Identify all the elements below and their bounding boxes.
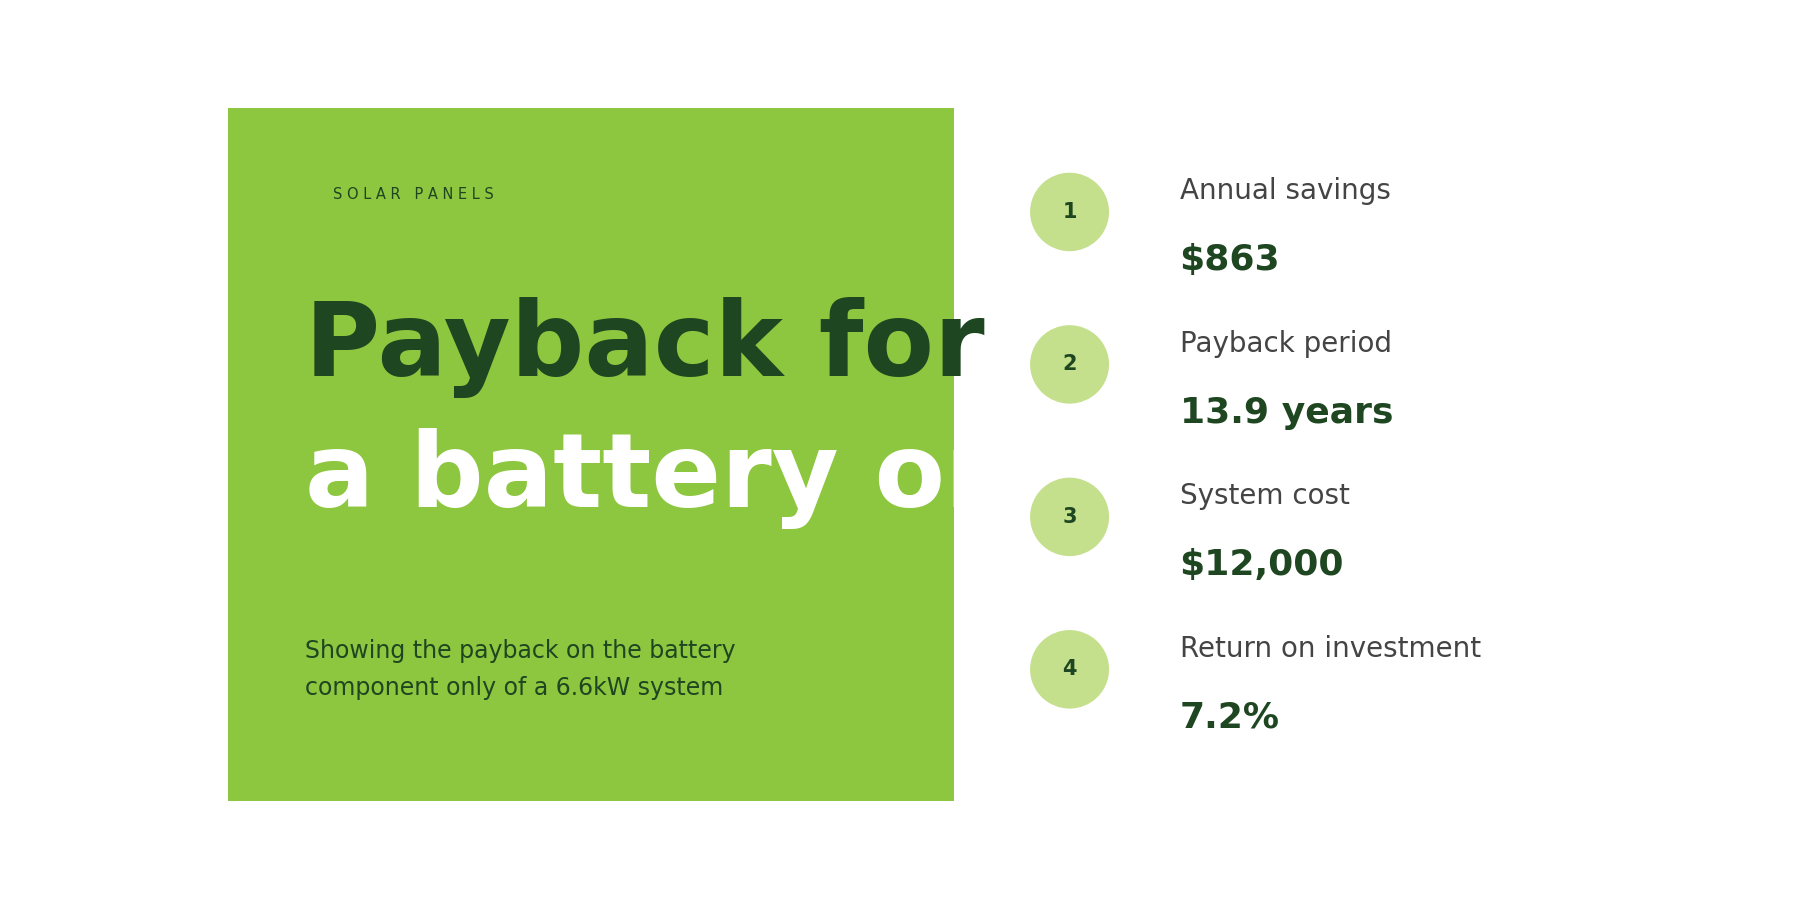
- Text: S O L A R   P A N E L S: S O L A R P A N E L S: [333, 187, 493, 202]
- Ellipse shape: [1030, 325, 1108, 403]
- Text: a battery only: a battery only: [306, 428, 1121, 529]
- Text: Annual savings: Annual savings: [1179, 177, 1390, 205]
- Text: 7.2%: 7.2%: [1179, 701, 1279, 734]
- Ellipse shape: [1030, 478, 1108, 556]
- Text: Payback period: Payback period: [1179, 329, 1392, 357]
- Text: 3: 3: [1063, 507, 1077, 526]
- Text: $12,000: $12,000: [1179, 548, 1345, 582]
- Ellipse shape: [1030, 630, 1108, 708]
- Ellipse shape: [1030, 173, 1108, 251]
- Text: 13.9 years: 13.9 years: [1179, 396, 1392, 430]
- Text: $863: $863: [1179, 244, 1279, 277]
- Text: Showing the payback on the battery
component only of a 6.6kW system: Showing the payback on the battery compo…: [306, 639, 735, 700]
- Text: 2: 2: [1063, 355, 1077, 374]
- Text: System cost: System cost: [1179, 482, 1349, 510]
- Text: Return on investment: Return on investment: [1179, 634, 1481, 662]
- Text: 1: 1: [1063, 202, 1077, 222]
- Text: Payback for: Payback for: [306, 297, 985, 398]
- FancyBboxPatch shape: [228, 108, 954, 801]
- FancyBboxPatch shape: [954, 108, 1638, 801]
- Text: 4: 4: [1063, 660, 1077, 680]
